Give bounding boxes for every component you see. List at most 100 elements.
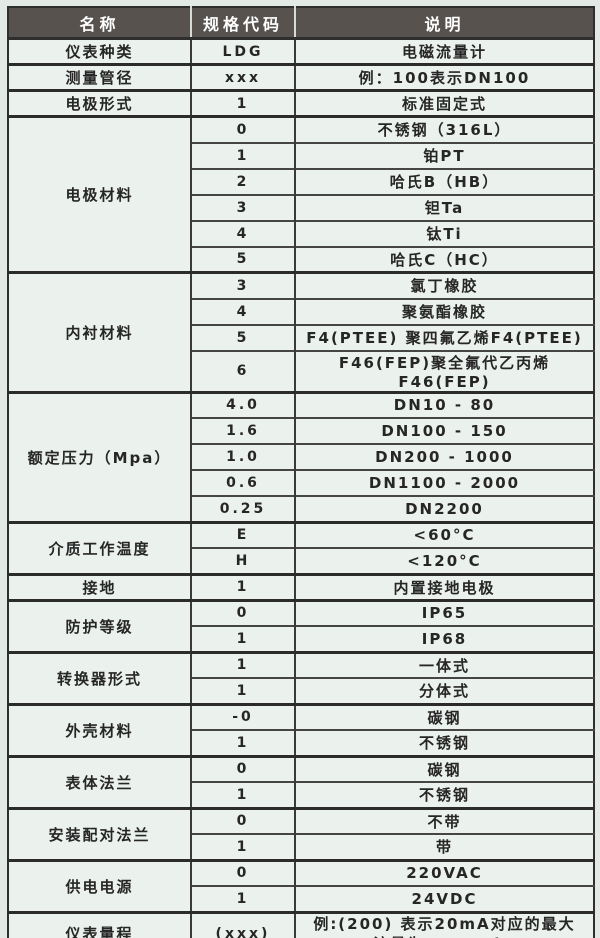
spec-code-cell: xxx — [191, 63, 296, 91]
spec-code-cell: 1.0 — [191, 443, 296, 470]
description-cell: IP68 — [295, 625, 594, 652]
description-cell: 220VAC — [295, 858, 594, 886]
description-cell: 碳钢 — [295, 702, 594, 730]
description-line: 例:(200) 表示20mA对应的最大 — [313, 914, 576, 933]
description-cell: 不锈钢（316L） — [295, 115, 594, 143]
table-row: 5 F4(PTEE) 聚四氟乙烯F4(PTEE) — [8, 323, 594, 351]
table-row: 额定压力（Mpa） 4.0 DN10 - 80 — [8, 390, 594, 522]
spec-code-cell: 3 — [191, 271, 296, 299]
spec-code-cell: 0.25 — [191, 495, 296, 522]
spec-code-cell: 5 — [191, 245, 296, 273]
description-cell: 分体式 — [295, 677, 594, 704]
row-group-name: 表体法兰 — [8, 754, 192, 808]
spec-code-cell: 3 — [191, 193, 296, 221]
spec-code-cell: 1 — [191, 141, 296, 169]
table-row: H <120°C — [8, 547, 594, 574]
spec-code-cell: 1 — [191, 885, 296, 912]
spec-code-cell: 0 — [191, 754, 296, 782]
table-row: 2 哈氏B（HB） — [8, 167, 594, 195]
spec-code-cell: 4 — [191, 297, 296, 325]
spec-table: 名称 规格代码 说明 仪表种类 LDG 电磁流量计测量管径 xxx 例：100表示DN1… — [7, 6, 595, 938]
table-row: 6 F46(FEP)聚全氟代乙丙烯F46(FEP) — [8, 349, 594, 392]
table-row: 防护等级 0 IP65 — [8, 598, 594, 652]
row-group-name: 外壳材料 — [8, 702, 192, 756]
description-cell: F46(FEP)聚全氟代乙丙烯F46(FEP) — [295, 349, 594, 392]
row-group-name: 内衬材料 — [8, 271, 192, 392]
table-row: 5 哈氏C（HC） — [8, 245, 594, 273]
table-row: 1.6 DN100 - 150 — [8, 417, 594, 444]
table-row: 表体法兰 0 碳钢 — [8, 754, 594, 808]
description-cell: 带 — [295, 833, 594, 860]
spec-table-header: 名称 规格代码 说明 — [8, 7, 594, 40]
spec-code-cell: 4.0 — [191, 390, 296, 418]
description-cell: DN10 - 80 — [295, 390, 594, 418]
table-row: 3 钽Ta — [8, 193, 594, 221]
spec-code-cell: 0 — [191, 858, 296, 886]
description-cell: 钽Ta — [295, 193, 594, 221]
table-row: 0.25 DN2200 — [8, 495, 594, 522]
description-cell: DN200 - 1000 — [295, 443, 594, 470]
spec-code-cell: 4 — [191, 219, 296, 247]
description-cell: 碳钢 — [295, 754, 594, 782]
description-cell: DN100 - 150 — [295, 417, 594, 444]
table-row: 1.0 DN200 - 1000 — [8, 443, 594, 470]
row-group-name: 仪表量程 — [8, 910, 192, 938]
table-row: 4 钛Ti — [8, 219, 594, 247]
spec-code-cell: 0 — [191, 806, 296, 834]
table-row: 仪表种类 LDG 电磁流量计 — [8, 38, 594, 65]
table-row: 仪表量程(xxx)例:(200) 表示20mA对应的最大流量为200m /h³ — [8, 910, 594, 938]
header-row: 名称 规格代码 说明 — [8, 7, 594, 40]
description-cell: 电磁流量计 — [401, 43, 487, 61]
spec-code-cell: LDG — [191, 38, 296, 65]
table-row: 介质工作温度 E <60°C — [8, 520, 594, 574]
spec-code-cell: 1 — [191, 729, 296, 756]
description-cell: 钛Ti — [295, 219, 594, 247]
description-cell: 标准固定式 — [295, 89, 594, 117]
row-group-name: 介质工作温度 — [8, 520, 192, 574]
table-row: 电极材料 0 不锈钢（316L） — [8, 115, 594, 273]
spec-code-cell: 1 — [191, 89, 296, 117]
table-row: 1 不锈钢 — [8, 781, 594, 808]
spec-code-cell: 1.6 — [191, 417, 296, 444]
description-cell: <120°C — [295, 547, 594, 574]
spec-code-cell: 1 — [191, 677, 296, 704]
table-row: 电极形式 1 标准固定式 — [8, 89, 594, 117]
description-cell: 氯丁橡胶 — [295, 271, 594, 299]
table-row: 1 不锈钢 — [8, 729, 594, 756]
table-row: 1 24VDC — [8, 885, 594, 912]
spec-code-cell: H — [191, 547, 296, 574]
spec-code-cell: 5 — [191, 323, 296, 351]
spec-code-cell: 0.6 — [191, 469, 296, 496]
table-row: 1 IP68 — [8, 625, 594, 652]
row-group-name: 测量管径 — [8, 63, 192, 91]
description-cell: 内置接地电极 — [295, 572, 594, 600]
table-row: 外壳材料 -0 碳钢 — [8, 702, 594, 756]
spec-code-cell: 0 — [191, 115, 296, 143]
description-cell: 哈氏C（HC） — [295, 245, 594, 273]
header-description: 说明 — [294, 7, 594, 40]
description-cell: 不带 — [295, 806, 594, 834]
table-row: 接地 1 内置接地电极 — [8, 572, 594, 600]
row-group-name: 电极形式 — [8, 89, 192, 117]
row-group-name: 接地 — [8, 572, 192, 600]
spec-code-cell: -0 — [191, 702, 296, 730]
spec-code-cell: 1 — [191, 572, 296, 600]
spec-code-cell: (xxx) — [191, 910, 296, 938]
spec-code-cell: 1 — [191, 650, 296, 678]
description-cell: 例：100表示DN100 — [295, 63, 594, 91]
description-cell: 一体式 — [295, 650, 594, 678]
spec-code-cell: 0 — [191, 598, 296, 626]
table-row: 测量管径 xxx 例：100表示DN100 — [8, 63, 594, 91]
description-cell: 铂PT — [295, 141, 594, 169]
description-cell: 例:(200) 表示20mA对应的最大流量为200m /h³ — [295, 910, 594, 938]
spec-code-cell: 1 — [191, 781, 296, 808]
table-row: 内衬材料 3 氯丁橡胶 — [8, 271, 594, 392]
row-group-name: 安装配对法兰 — [8, 806, 192, 860]
description-cell: 24VDC — [295, 885, 594, 912]
description-line: 流量为200m /h³ — [298, 934, 591, 938]
row-group-name: 仪表种类 — [8, 38, 192, 65]
description-cell: DN2200 — [295, 495, 594, 522]
table-row: 安装配对法兰 0 不带 — [8, 806, 594, 860]
